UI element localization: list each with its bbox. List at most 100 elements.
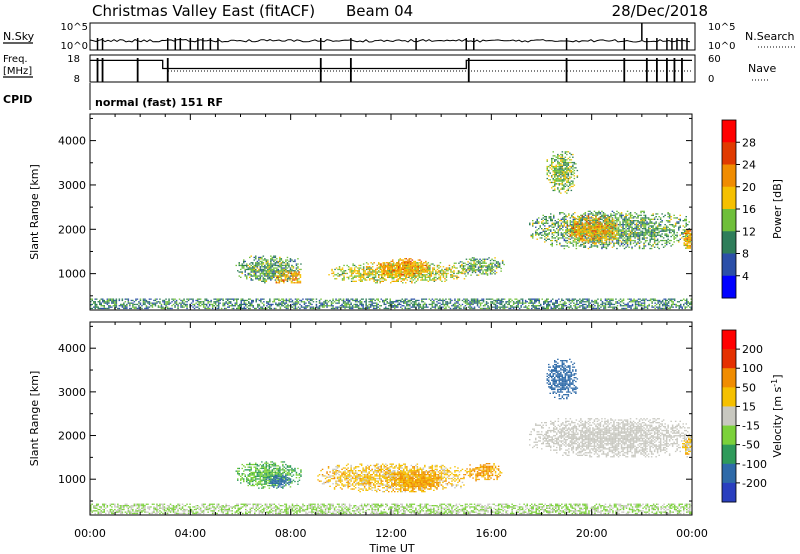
velocity-echo-region (682, 435, 692, 458)
velocity-echo-region (90, 503, 692, 515)
velocity-echo-region (529, 418, 692, 458)
nave-tick-bottom: 0 (708, 74, 714, 85)
power-echo-region (529, 210, 692, 250)
power-colorbar-tick: 28 (742, 136, 756, 149)
power-panel: 1000 2000 3000 4000 Slant Range [km] (28, 113, 693, 311)
time-axis: 00:00 04:00 08:00 12:00 16:00 20:00 00:00 (74, 527, 708, 540)
velocity-colorbar-tick: -15 (742, 420, 760, 433)
power-colorbar-tick: 12 (742, 225, 756, 238)
velocity-echo-region (391, 470, 443, 493)
x-tick-label: 00:00 (676, 527, 708, 540)
power-colorbar-swatch (722, 253, 736, 277)
freq-label: Freq. (3, 54, 28, 65)
power-y-tick-label: 3000 (58, 179, 86, 192)
velocity-colorbar-tick: -100 (742, 458, 767, 471)
nave-label: Nave (748, 62, 776, 75)
x-tick-label: 16:00 (475, 527, 507, 540)
velocity-colorbar-tick: 100 (742, 362, 763, 375)
power-y-tick-label: 4000 (58, 135, 86, 148)
velocity-y-tick-label: 2000 (58, 430, 86, 443)
velocity-colorbar-tick: 50 (742, 381, 756, 394)
power-colorbar-swatch (722, 120, 736, 143)
velocity-colorbar-tick: -200 (742, 477, 767, 490)
velocity-colorbar-swatch (722, 406, 736, 427)
cpid-label: CPID (3, 93, 32, 106)
velocity-y-tick-label: 3000 (58, 386, 86, 399)
power-colorbar-label: Power [dB] (771, 179, 784, 239)
nsearch-tick-top: 10^5 (708, 22, 735, 33)
x-tick-label: 00:00 (74, 527, 106, 540)
velocity-colorbar-swatch (722, 482, 736, 503)
x-tick-label: 12:00 (375, 527, 407, 540)
power-colorbar-swatch (722, 209, 736, 232)
power-colorbar-swatch (722, 275, 736, 299)
x-tick-label: 08:00 (275, 527, 307, 540)
velocity-colorbar-swatch (722, 444, 736, 465)
nsky-gaps (96, 23, 688, 50)
cpid-value: normal (fast) 151 RF (95, 96, 223, 109)
nsky-tick-top: 10^5 (61, 22, 88, 33)
power-colorbar-swatch (722, 164, 736, 188)
velocity-colorbar-swatch (722, 349, 736, 369)
freq-trace (90, 59, 692, 70)
power-colorbar-tick: 24 (742, 159, 756, 172)
date-title: 28/Dec/2018 (612, 2, 708, 20)
power-echoes (90, 151, 692, 310)
power-colorbar-tick: 16 (742, 203, 756, 216)
nsky-label: N.Sky (3, 30, 35, 43)
velocity-colorbar: 200 100 50 15 -15 -50 -100 -200 Velocity [m s-1] (721, 329, 784, 503)
power-echo-region (546, 151, 579, 194)
velocity-colorbar-label: Velocity [m s-1] (770, 374, 784, 457)
power-colorbar: 4 8 12 16 20 24 28 Power [dB] (721, 119, 784, 299)
power-echo-region (90, 298, 692, 310)
power-colorbar-tick: 4 (742, 270, 749, 283)
freq-gaps (96, 58, 683, 82)
power-colorbar-tick: 8 (742, 248, 749, 261)
freq-strip: Freq. [MHz] 18 8 60 0 Nave (3, 54, 776, 85)
velocity-echo-region (546, 358, 579, 400)
x-tick-label: 04:00 (174, 527, 206, 540)
power-echo-region (683, 228, 692, 249)
power-y-axis-label: Slant Range [km] (28, 164, 41, 260)
velocity-echo-region (265, 474, 292, 488)
velocity-echoes (90, 358, 692, 515)
velocity-panel: 1000 2000 3000 4000 Slant Range [km] (28, 321, 693, 516)
nsky-tick-bottom: 10^0 (61, 41, 88, 52)
power-colorbar-swatch (722, 186, 736, 210)
power-colorbar-swatch (722, 231, 736, 254)
power-echo-region (378, 258, 430, 278)
velocity-echo-region (317, 463, 467, 493)
velocity-y-tick-label: 1000 (58, 473, 86, 486)
velocity-echo-region (235, 461, 302, 489)
velocity-y-axis-label: Slant Range [km] (28, 371, 41, 467)
velocity-echo-region (466, 463, 503, 482)
nsearch-tick-bottom: 10^0 (708, 41, 735, 52)
velocity-colorbar-tick: 200 (742, 343, 763, 356)
freq-tick-bottom: 8 (74, 74, 80, 85)
power-y-tick-label: 2000 (58, 223, 86, 236)
x-axis-label: Time UT (368, 542, 414, 554)
x-tick-label: 20:00 (576, 527, 608, 540)
velocity-colorbar-swatch (722, 330, 736, 350)
velocity-colorbar-swatch (722, 425, 736, 446)
power-colorbar-swatch (722, 142, 736, 165)
power-echo-region (453, 257, 505, 276)
freq-unit-label: [MHz] (3, 66, 32, 77)
power-colorbar-tick: 20 (742, 181, 756, 194)
velocity-colorbar-tick: 15 (742, 400, 756, 413)
nsky-strip: N.Sky 10^5 10^0 10^5 10^0 N.Search (3, 22, 795, 52)
power-y-tick-label: 1000 (58, 268, 86, 281)
velocity-colorbar-swatch (722, 368, 736, 388)
velocity-colorbar-swatch (722, 463, 736, 484)
velocity-colorbar-swatch (722, 387, 736, 407)
nave-tick-top: 60 (708, 54, 721, 65)
velocity-y-tick-label: 4000 (58, 342, 86, 355)
power-echo-region (566, 215, 618, 245)
station-title: Christmas Valley East (fitACF) (92, 2, 315, 20)
nsearch-label: N.Search (745, 30, 795, 43)
velocity-colorbar-tick: -50 (742, 439, 760, 452)
freq-tick-top: 18 (67, 54, 80, 65)
power-echo-region (275, 271, 302, 284)
beam-title: Beam 04 (346, 2, 413, 20)
